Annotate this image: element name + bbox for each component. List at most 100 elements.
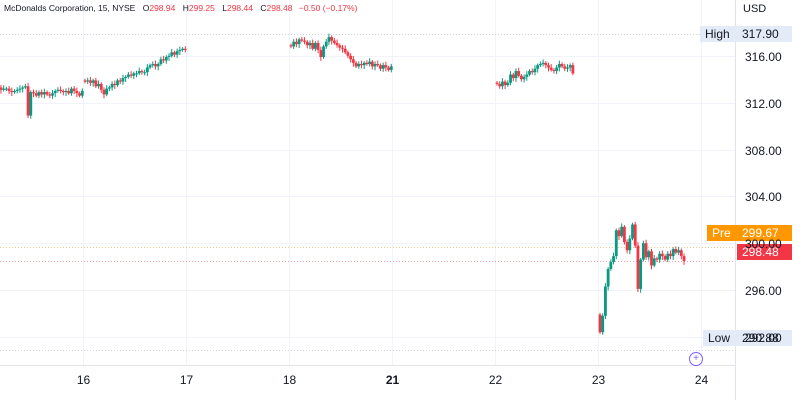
candle-body <box>319 49 323 57</box>
open-label: O <box>142 3 150 13</box>
candle-body <box>137 71 141 74</box>
candle-body <box>519 75 523 80</box>
candle-body <box>617 230 621 237</box>
price-tick-label: 292.00 <box>745 330 782 345</box>
candle-body <box>552 69 556 72</box>
candle-body <box>644 243 648 258</box>
candle-body <box>376 64 380 66</box>
candle-body <box>660 253 664 257</box>
candle-body <box>338 45 342 48</box>
last-price-label: 298.48 <box>737 244 792 260</box>
candle-body <box>324 41 328 47</box>
candle-body <box>67 90 71 94</box>
candle-body <box>300 39 304 41</box>
price-tick-label: 304.00 <box>745 189 782 204</box>
candle-body <box>639 259 643 289</box>
chart-legend: McDonalds Corporation, 15, NYSE O298.94 … <box>4 3 357 13</box>
candle-body <box>159 59 163 65</box>
candle-body <box>650 251 653 266</box>
plus-circle-icon[interactable]: + <box>689 352 703 366</box>
candle-body <box>663 256 667 260</box>
candle-body <box>628 238 632 251</box>
candle-body <box>669 253 672 257</box>
candle-body <box>652 258 656 266</box>
candle-body <box>571 65 575 74</box>
candle-body <box>32 92 35 94</box>
candle-body <box>533 68 537 73</box>
close-label: C <box>260 3 267 13</box>
candle-body <box>297 39 301 45</box>
candle-body <box>303 40 306 42</box>
candle-body <box>116 80 119 86</box>
candle-body <box>555 67 559 72</box>
candle-body <box>59 89 63 91</box>
candle-body <box>292 41 296 47</box>
candle-body <box>647 251 651 258</box>
candle-body <box>357 64 361 67</box>
candle-body <box>622 226 626 243</box>
candle-body <box>671 249 675 257</box>
high-value: 299.25 <box>188 3 215 13</box>
candle-body <box>94 80 98 87</box>
candle-body <box>151 64 155 66</box>
candle-body <box>346 52 350 56</box>
candle-body <box>530 71 534 73</box>
candlestick-series <box>0 33 686 335</box>
candle-body <box>97 83 100 87</box>
candle-body <box>501 81 504 87</box>
candle-body <box>143 72 147 74</box>
price-tick-label: 300.00 <box>745 236 782 251</box>
candle-body <box>517 71 521 76</box>
candle-body <box>341 47 344 49</box>
candle-body <box>541 62 545 65</box>
candle-body <box>80 90 84 96</box>
candle-body <box>365 62 369 65</box>
candle-body <box>316 42 320 50</box>
candle-body <box>370 61 374 67</box>
candle-body <box>387 67 390 70</box>
candle-body <box>330 37 334 41</box>
pre-market-price: 299.67 <box>737 225 792 241</box>
candle-body <box>170 52 174 56</box>
date-tick-label: 23 <box>591 373 606 387</box>
candle-body <box>124 76 128 79</box>
high-marker-label: High <box>700 26 737 42</box>
candle-body <box>70 88 73 94</box>
candle-body <box>343 48 347 53</box>
price-tick-label: 308.00 <box>745 143 782 158</box>
candle-body <box>566 67 569 69</box>
candle-body <box>351 59 355 63</box>
low-marker-label: Low <box>703 330 737 346</box>
date-tick-label: 24 <box>694 373 709 387</box>
candle-body <box>368 61 372 65</box>
candle-body <box>175 51 179 55</box>
candle-body <box>42 92 46 95</box>
candle-body <box>666 253 670 260</box>
candle-body <box>18 88 22 90</box>
candle-body <box>78 93 81 96</box>
currency-label[interactable]: USD <box>743 3 767 15</box>
candle-body <box>614 230 618 257</box>
candle-body <box>183 48 187 50</box>
reference-lines <box>0 34 735 351</box>
candle-body <box>598 314 602 333</box>
candle-body <box>544 62 548 66</box>
candle-body <box>373 64 377 67</box>
candle-body <box>99 83 103 90</box>
candle-body <box>129 74 133 76</box>
candle-body <box>506 82 510 86</box>
candle-body <box>514 71 518 79</box>
candle-body <box>332 40 336 43</box>
candle-body <box>384 65 388 68</box>
candle-body <box>86 80 90 82</box>
candle-body <box>360 64 363 66</box>
candle-body <box>167 55 171 57</box>
candle-body <box>641 243 645 260</box>
candle-body <box>679 250 683 257</box>
candle-body <box>162 59 166 61</box>
candle-body <box>495 82 499 84</box>
candle-body <box>64 90 68 93</box>
candle-body <box>528 71 531 75</box>
candle-body <box>379 65 382 69</box>
